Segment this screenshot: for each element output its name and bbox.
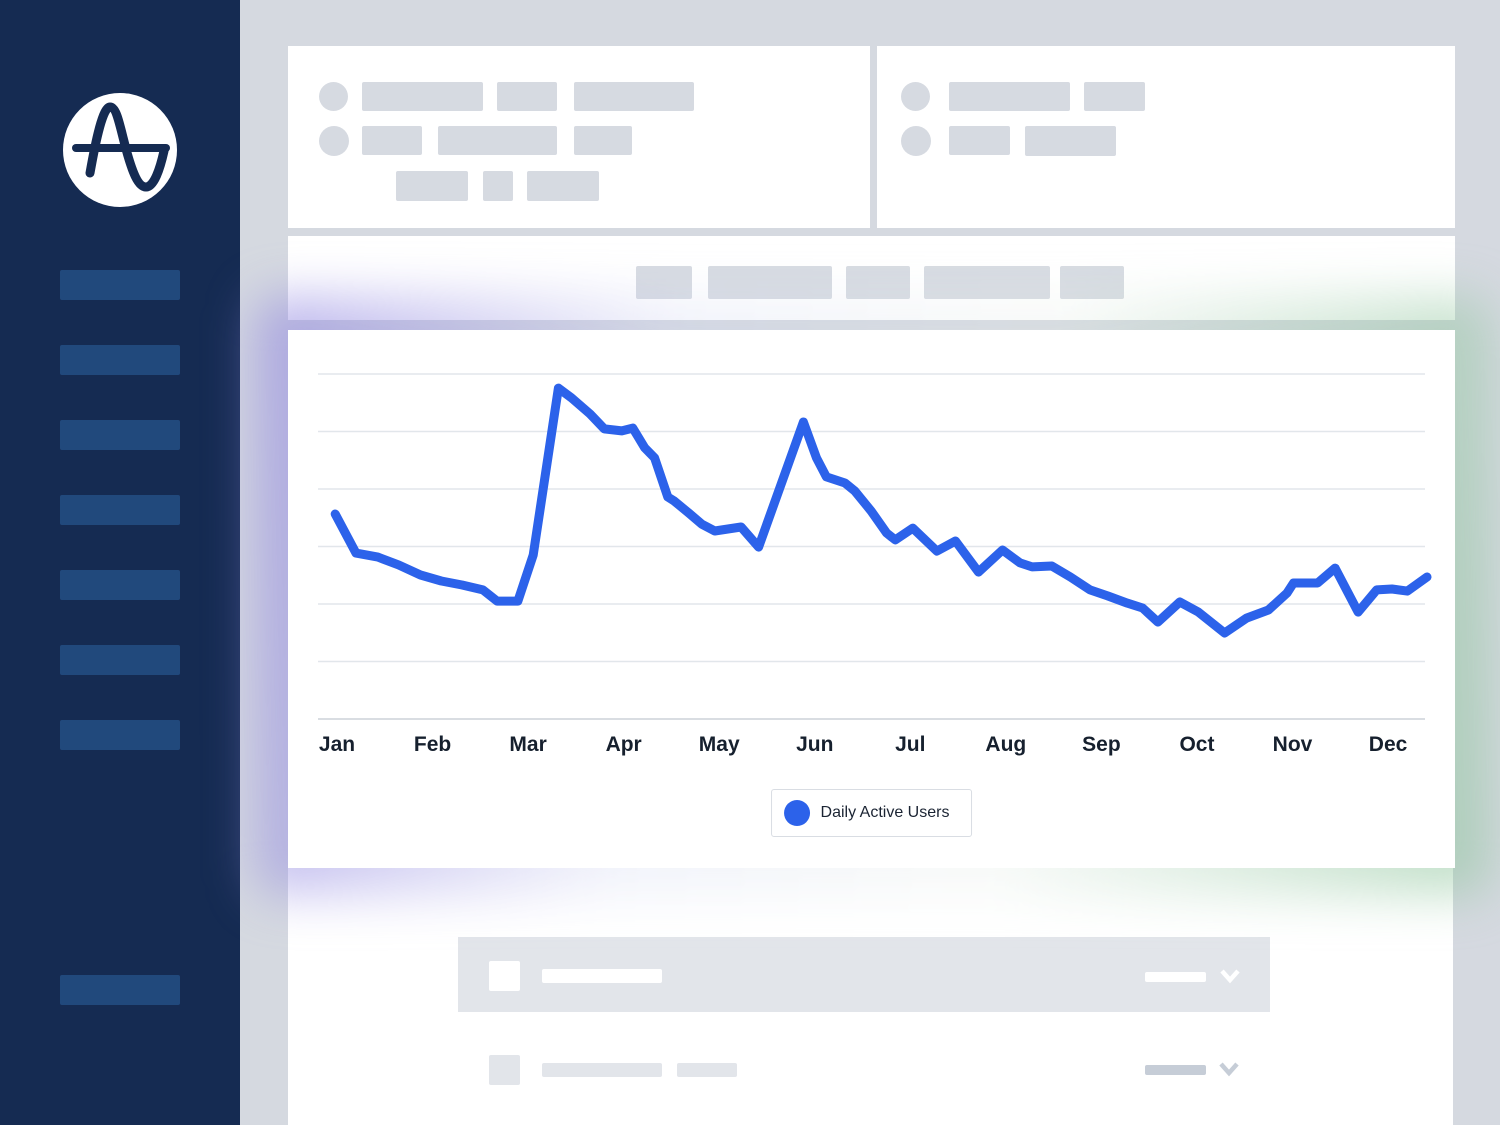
summary-card-right bbox=[877, 46, 1455, 228]
x-axis-label: Dec bbox=[1369, 733, 1408, 756]
filter-chip-1[interactable] bbox=[636, 266, 692, 299]
text-placeholder bbox=[396, 171, 468, 201]
x-axis-label: Feb bbox=[414, 733, 451, 756]
filter-chip-5[interactable] bbox=[1060, 266, 1124, 299]
sidebar-footer-item[interactable] bbox=[60, 975, 180, 1005]
x-axis-label: Apr bbox=[606, 733, 642, 756]
sidebar-item-2[interactable] bbox=[60, 345, 180, 375]
dau-line-chart: Jan Feb Mar Apr May Jun Jul Aug Sep Oct Nov Dec bbox=[318, 373, 1432, 756]
filter-chip-3[interactable] bbox=[846, 266, 910, 299]
filter-chip-4[interactable] bbox=[924, 266, 1050, 299]
amplitude-logo-icon bbox=[63, 93, 177, 207]
list-header-title-placeholder bbox=[542, 969, 662, 983]
avatar bbox=[319, 126, 349, 156]
series-label: Daily Active Users bbox=[820, 804, 950, 821]
list-header-icon bbox=[489, 961, 520, 991]
x-axis-label: Jun bbox=[796, 733, 833, 756]
dau-chart-card: Jan Feb Mar Apr May Jun Jul Aug Sep Oct Nov Dec Dai… bbox=[288, 330, 1455, 868]
text-placeholder bbox=[574, 82, 694, 111]
avatar bbox=[319, 82, 348, 111]
avatar bbox=[901, 126, 931, 156]
text-placeholder bbox=[527, 171, 599, 201]
list-row-icon bbox=[489, 1055, 520, 1085]
sort-value-placeholder bbox=[1145, 972, 1206, 982]
text-placeholder bbox=[438, 126, 557, 155]
text-placeholder bbox=[497, 82, 557, 111]
text-placeholder bbox=[362, 82, 483, 111]
list-row-text-placeholder bbox=[542, 1063, 662, 1077]
x-axis-label: Mar bbox=[509, 733, 546, 756]
text-placeholder bbox=[483, 171, 513, 201]
chart-legend[interactable]: Daily Active Users bbox=[770, 789, 973, 837]
sidebar-item-4[interactable] bbox=[60, 495, 180, 525]
sidebar-item-3[interactable] bbox=[60, 420, 180, 450]
x-axis-label: Aug bbox=[985, 733, 1026, 756]
x-axis-label: Jan bbox=[319, 733, 355, 756]
text-placeholder bbox=[949, 126, 1010, 155]
sidebar-item-1[interactable] bbox=[60, 270, 180, 300]
list-header-row[interactable] bbox=[458, 937, 1270, 1012]
sidebar-item-6[interactable] bbox=[60, 645, 180, 675]
text-placeholder bbox=[574, 126, 632, 155]
x-axis-label: May bbox=[699, 733, 740, 756]
x-axis-label: Oct bbox=[1179, 733, 1214, 756]
text-placeholder bbox=[362, 126, 422, 155]
x-axis-label: Jul bbox=[895, 733, 925, 756]
list-row-text-placeholder bbox=[677, 1063, 737, 1077]
filter-chip-2[interactable] bbox=[708, 266, 832, 299]
x-axis-label: Sep bbox=[1082, 733, 1121, 756]
x-axis-label: Nov bbox=[1273, 733, 1313, 756]
chevron-down-icon[interactable] bbox=[1218, 1061, 1240, 1078]
row-value-placeholder bbox=[1145, 1065, 1206, 1075]
bottom-list-section bbox=[288, 868, 1453, 1125]
text-placeholder bbox=[1084, 82, 1145, 111]
sidebar-item-5[interactable] bbox=[60, 570, 180, 600]
summary-card-left bbox=[288, 46, 870, 228]
text-placeholder bbox=[1025, 126, 1116, 156]
avatar bbox=[901, 82, 930, 111]
sidebar-item-7[interactable] bbox=[60, 720, 180, 750]
sidebar bbox=[0, 0, 240, 1125]
series-color-dot bbox=[783, 800, 810, 826]
text-placeholder bbox=[949, 82, 1070, 111]
chevron-down-icon[interactable] bbox=[1219, 968, 1241, 985]
dau-line-series bbox=[330, 383, 1432, 638]
